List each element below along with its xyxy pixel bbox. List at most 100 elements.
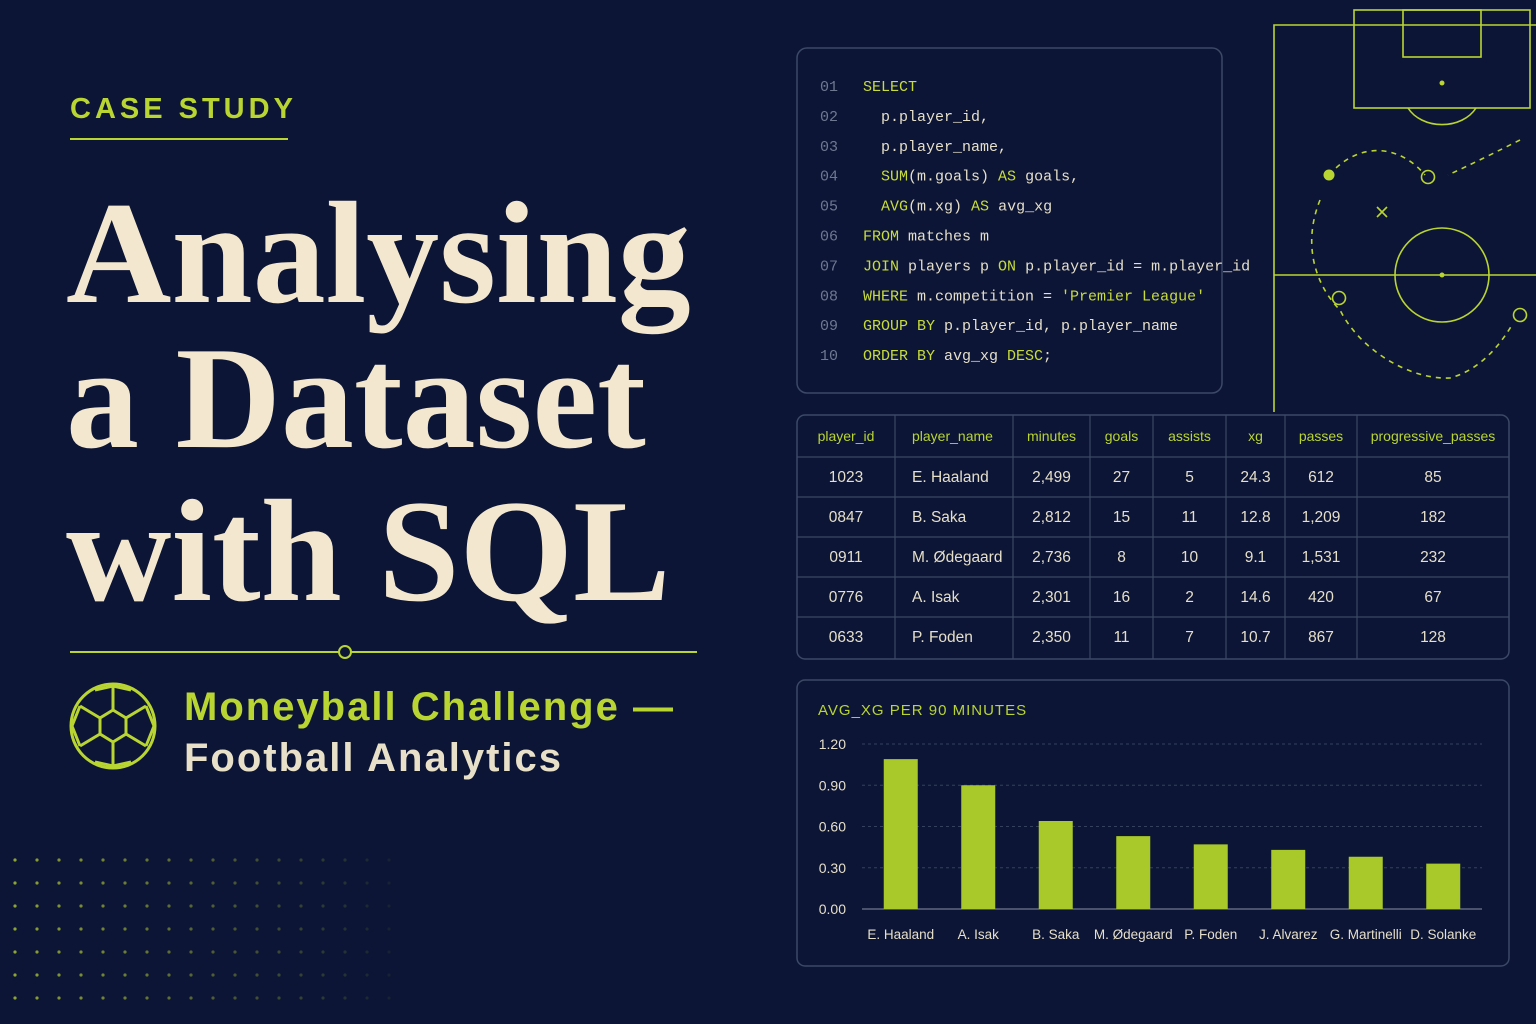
x-tick-label: B. Saka xyxy=(1032,927,1080,942)
code-panel xyxy=(796,47,1223,394)
code-line: SELECT xyxy=(863,79,917,96)
x-tick-label: J. Alvarez xyxy=(1259,927,1318,942)
code-line: p.player_id, xyxy=(863,109,989,126)
table-cell: 612 xyxy=(1308,469,1334,486)
code-line: ORDER BY avg_xg DESC; xyxy=(863,348,1052,365)
table-cell: 1023 xyxy=(829,469,863,486)
table-cell: 867 xyxy=(1308,629,1334,646)
table-cell: 14.6 xyxy=(1240,589,1270,606)
x-tick-label: M. Ødegaard xyxy=(1094,927,1173,942)
y-tick-label: 1.20 xyxy=(819,736,846,752)
eyebrow: CASE STUDY xyxy=(70,93,297,125)
table-cell: 67 xyxy=(1424,589,1441,606)
table-cell: 7 xyxy=(1185,629,1194,646)
column-header: goals xyxy=(1105,428,1138,444)
table-cell: 85 xyxy=(1424,469,1441,486)
line-number: 02 xyxy=(820,109,838,126)
y-tick-label: 0.90 xyxy=(819,777,846,793)
title-line: a Dataset xyxy=(66,317,646,479)
pitch xyxy=(1273,9,1536,412)
bar xyxy=(1348,856,1383,909)
table-cell: 0847 xyxy=(829,509,863,526)
line-number: 07 xyxy=(820,258,838,275)
table-cell: 1,531 xyxy=(1302,549,1341,566)
table: player_id player_name minutes goals assists x… xyxy=(797,415,1509,659)
code-line: AVG(m.xg) AS avg_xg xyxy=(863,199,1052,216)
table-cell: A. Isak xyxy=(912,589,960,606)
title-line: Analysing xyxy=(66,172,691,334)
bar xyxy=(1116,836,1151,909)
column-header: passes xyxy=(1299,428,1343,444)
table-cell: 2,812 xyxy=(1032,509,1071,526)
chart-title: AVG_XG PER 90 MINUTES xyxy=(818,702,1027,719)
column-header: xg xyxy=(1248,428,1263,444)
line-number: 06 xyxy=(820,229,838,246)
chart: 0.00 0.30 0.60 0.90 1.20 E. Haaland A. Isak B. … xyxy=(819,736,1482,942)
code-line: p.player_name, xyxy=(863,139,1007,156)
table-cell: 10.7 xyxy=(1240,629,1270,646)
table-cell: 16 xyxy=(1113,589,1130,606)
table-cell: 128 xyxy=(1420,629,1446,646)
table-cell: 2,350 xyxy=(1032,629,1071,646)
bar xyxy=(961,785,996,909)
table-cell: 24.3 xyxy=(1240,469,1270,486)
table-cell: 420 xyxy=(1308,589,1334,606)
table-cell: 2,736 xyxy=(1032,549,1071,566)
table-cell: 27 xyxy=(1113,469,1130,486)
y-tick-label: 0.60 xyxy=(819,819,846,835)
subtitle: Football Analytics xyxy=(184,736,563,780)
table-cell: 232 xyxy=(1420,549,1446,566)
line-number: 01 xyxy=(820,79,838,96)
x-tick-label: P. Foden xyxy=(1184,927,1237,942)
column-header: assists xyxy=(1168,428,1211,444)
table-cell: 182 xyxy=(1420,509,1446,526)
bar xyxy=(883,759,918,909)
table-cell: 11 xyxy=(1181,509,1197,526)
y-tick-label: 0.30 xyxy=(819,860,846,876)
y-tick-label: 0.00 xyxy=(819,901,846,917)
table-cell: 2,301 xyxy=(1032,589,1071,606)
bar xyxy=(1271,849,1306,909)
line-number: 03 xyxy=(820,139,838,156)
divider-knot xyxy=(338,645,352,659)
table-cell: 1,209 xyxy=(1302,509,1341,526)
line-number: 08 xyxy=(820,288,838,305)
table-cell: 5 xyxy=(1185,469,1194,486)
line-number: 09 xyxy=(820,318,838,335)
table-cell: B. Saka xyxy=(912,509,967,526)
column-header: progressive_passes xyxy=(1371,428,1496,444)
x-tick-label: E. Haaland xyxy=(867,927,934,942)
table-cell: P. Foden xyxy=(912,629,973,646)
code-line: GROUP BY p.player_id, p.player_name xyxy=(863,318,1178,335)
line-number: 04 xyxy=(820,169,838,186)
x-tick-label: A. Isak xyxy=(958,927,1000,942)
table-cell: 8 xyxy=(1117,549,1126,566)
table-cell: 12.8 xyxy=(1240,509,1270,526)
subtitle: Moneyball Challenge — xyxy=(184,685,675,729)
x-tick-label: D. Solanke xyxy=(1410,927,1476,942)
code-line: WHERE m.competition = 'Premier League' xyxy=(863,288,1205,305)
chart-panel xyxy=(796,679,1510,967)
line-number: 10 xyxy=(820,348,838,365)
table-cell: 15 xyxy=(1113,509,1130,526)
dot-pattern xyxy=(13,858,391,1000)
table-cell: M. Ødegaard xyxy=(912,549,1002,566)
table-cell: 0776 xyxy=(829,589,863,606)
line-number: 05 xyxy=(820,199,838,216)
code-line: SUM(m.goals) AS goals, xyxy=(863,169,1079,186)
table-cell: 2,499 xyxy=(1032,469,1071,486)
table-cell: 10 xyxy=(1181,549,1199,566)
bar xyxy=(1038,821,1073,909)
column-header: player_id xyxy=(818,428,875,444)
column-header: player_name xyxy=(912,428,993,444)
football-icon xyxy=(69,682,157,770)
column-header: minutes xyxy=(1027,428,1076,444)
table-cell: E. Haaland xyxy=(912,469,989,486)
table-cell: 0911 xyxy=(829,549,862,566)
x-tick-label: G. Martinelli xyxy=(1330,927,1402,942)
bar xyxy=(1193,844,1228,909)
table-cell: 0633 xyxy=(829,629,863,646)
code-line: JOIN players p ON p.player_id = m.player… xyxy=(863,258,1250,275)
bar xyxy=(1426,863,1461,909)
